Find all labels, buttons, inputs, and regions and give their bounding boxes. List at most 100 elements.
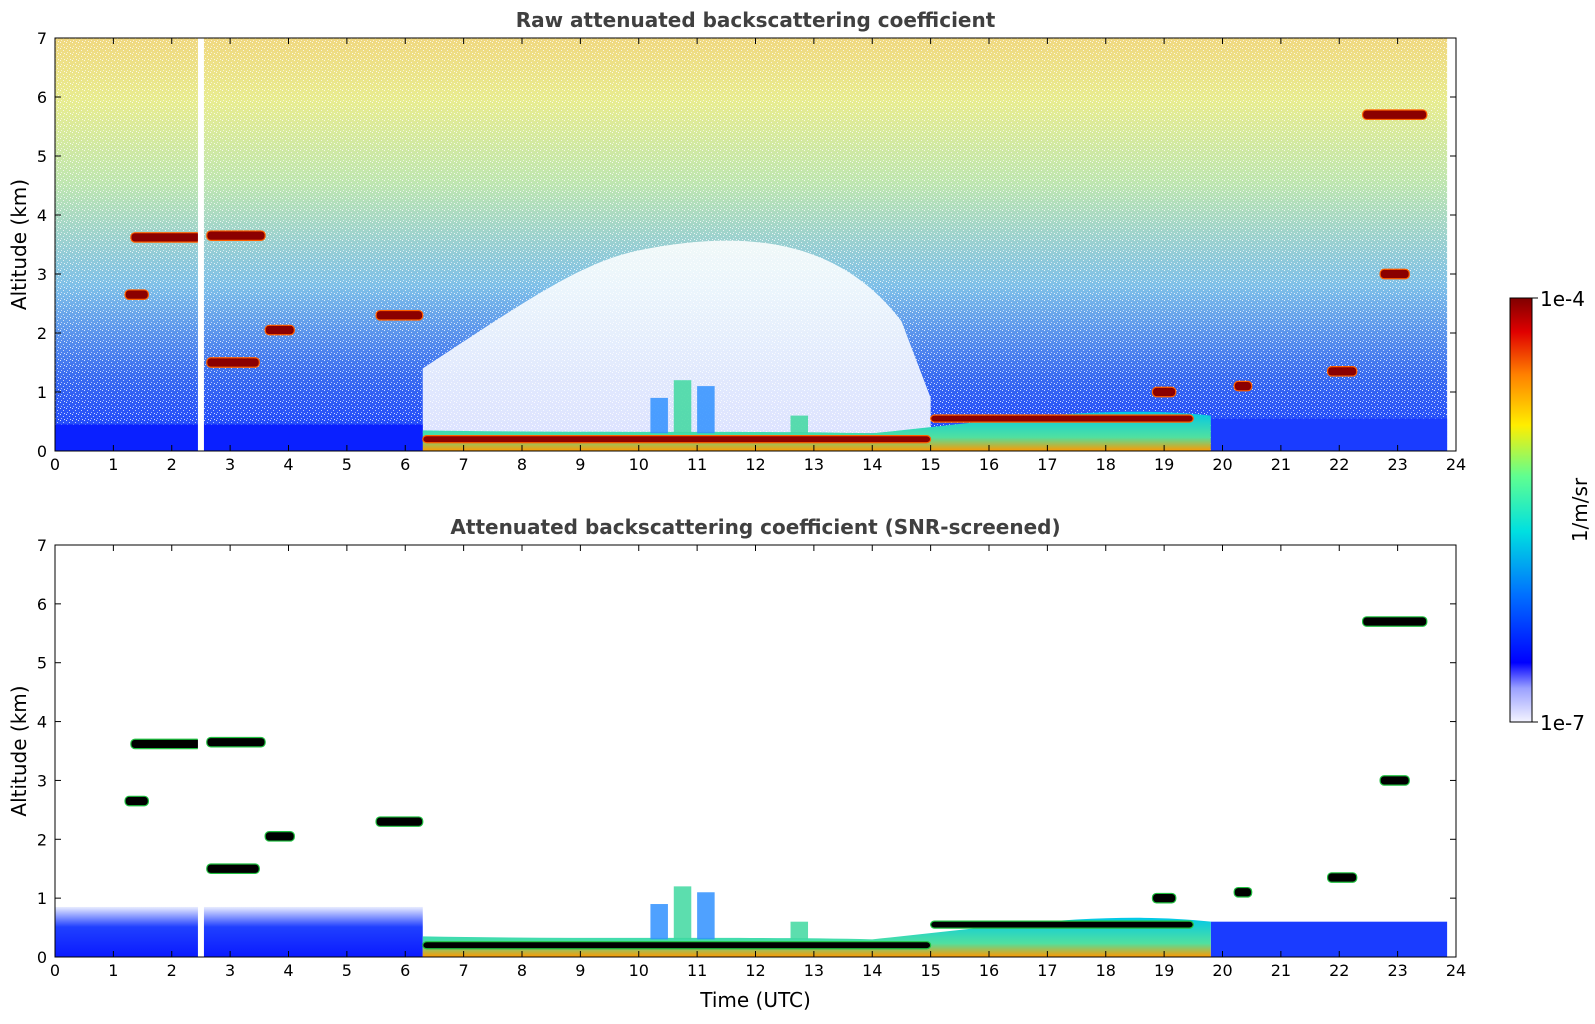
cloud-layer [930,920,1194,929]
x-tick-label: 2 [167,961,177,980]
convective-plume [697,386,715,434]
y-tick-label: 4 [37,713,47,732]
y-tick-label: 3 [37,265,47,284]
x-tick-label: 5 [342,455,352,474]
x-tick-label: 6 [400,961,410,980]
backscatter-field [55,38,1456,451]
x-tick-label: 2 [167,455,177,474]
cloud-layer [375,309,424,321]
x-tick-label: 23 [1387,961,1407,980]
convective-plume [673,380,692,434]
y-tick-label: 6 [37,88,47,107]
x-tick-label: 18 [1096,961,1116,980]
y-tick-label: 3 [37,771,47,790]
boundary-layer-left [55,424,423,451]
x-tick-label: 12 [745,455,765,474]
x-tick-label: 4 [283,961,293,980]
cloud-layer [1379,268,1410,280]
y-axis-label: Altitude (km) [7,179,31,310]
colorbar: 1e-4 1e-7 1/m/sr [1509,287,1592,735]
x-tick-label: 8 [517,961,527,980]
colorbar-gradient [1509,297,1533,723]
convective-plume [697,892,715,940]
cloud-layer [1151,386,1177,398]
x-tick-label: 17 [1037,455,1057,474]
cloud-layer [206,863,260,875]
y-tick-label: 4 [37,206,47,225]
convective-plume [790,921,809,940]
x-tick-label: 9 [575,455,585,474]
x-tick-label: 14 [862,961,882,980]
x-tick-label: 11 [687,961,707,980]
y-tick-label: 5 [37,654,47,673]
x-tick-label: 18 [1096,455,1116,474]
x-tick-label: 14 [862,455,882,474]
x-tick-label: 1 [108,455,118,474]
x-tick-label: 22 [1329,455,1349,474]
x-tick-label: 16 [979,455,999,474]
x-tick-label: 19 [1154,455,1174,474]
y-tick-label: 6 [37,595,47,614]
x-tick-label: 8 [517,455,527,474]
no-data-region [1447,545,1456,957]
boundary-layer-right [1210,418,1448,451]
colorbar-min-label: 1e-7 [1540,711,1585,735]
screened-backscatter-panel: Attenuated backscattering coefficient (S… [7,515,1466,1012]
convective-plume [650,904,668,940]
x-tick-label: 24 [1446,455,1466,474]
cloud-layer [422,941,932,950]
convective-plume [650,397,668,434]
x-tick-label: 21 [1271,455,1291,474]
cloud-layer [206,230,266,241]
boundary-layer-right [1210,921,1448,957]
y-axis-label: Altitude (km) [7,685,31,816]
y-tick-label: 2 [37,830,47,849]
x-tick-label: 22 [1329,961,1349,980]
y-tick-label: 1 [37,889,47,908]
y-tick-label: 0 [37,948,47,967]
x-tick-label: 15 [920,961,940,980]
cloud-layer [1326,872,1358,883]
y-tick-label: 0 [37,442,47,461]
cloud-layer [422,435,932,444]
colorbar-max-label: 1e-4 [1540,287,1585,311]
x-tick-label: 21 [1271,961,1291,980]
cloud-layer [1361,109,1428,121]
cloud-layer [1326,366,1358,377]
data-gap [197,545,204,957]
x-tick-label: 10 [629,455,649,474]
x-tick-label: 15 [920,455,940,474]
x-tick-label: 5 [342,961,352,980]
cloud-layer [124,289,150,300]
cloud-layer [130,232,202,243]
raw-backscatter-panel: Raw attenuated backscattering coefficien… [7,8,1466,474]
colorbar-unit-label: 1/m/sr [1568,477,1592,542]
x-tick-label: 6 [400,455,410,474]
x-tick-label: 0 [50,455,60,474]
x-tick-label: 1 [108,961,118,980]
cloud-layer [264,831,295,842]
x-tick-label: 11 [687,455,707,474]
cloud-layer [264,324,295,336]
x-tick-label: 17 [1037,961,1057,980]
x-tick-label: 13 [804,455,824,474]
cloud-layer [1361,616,1428,627]
y-tick-label: 5 [37,147,47,166]
y-tick-label: 7 [37,536,47,555]
cloud-layer [124,795,150,807]
clear-region [422,240,931,434]
x-tick-label: 20 [1212,961,1232,980]
x-tick-label: 13 [804,961,824,980]
backscatter-field [55,545,1456,957]
x-tick-label: 0 [50,961,60,980]
y-tick-label: 1 [37,383,47,402]
cloud-layer [206,736,266,748]
cloud-layer [1379,775,1410,786]
x-tick-label: 23 [1387,455,1407,474]
cloud-layer [1233,380,1253,392]
x-tick-label: 4 [283,455,293,474]
cloud-layer [1233,886,1253,898]
x-tick-label: 24 [1446,961,1466,980]
